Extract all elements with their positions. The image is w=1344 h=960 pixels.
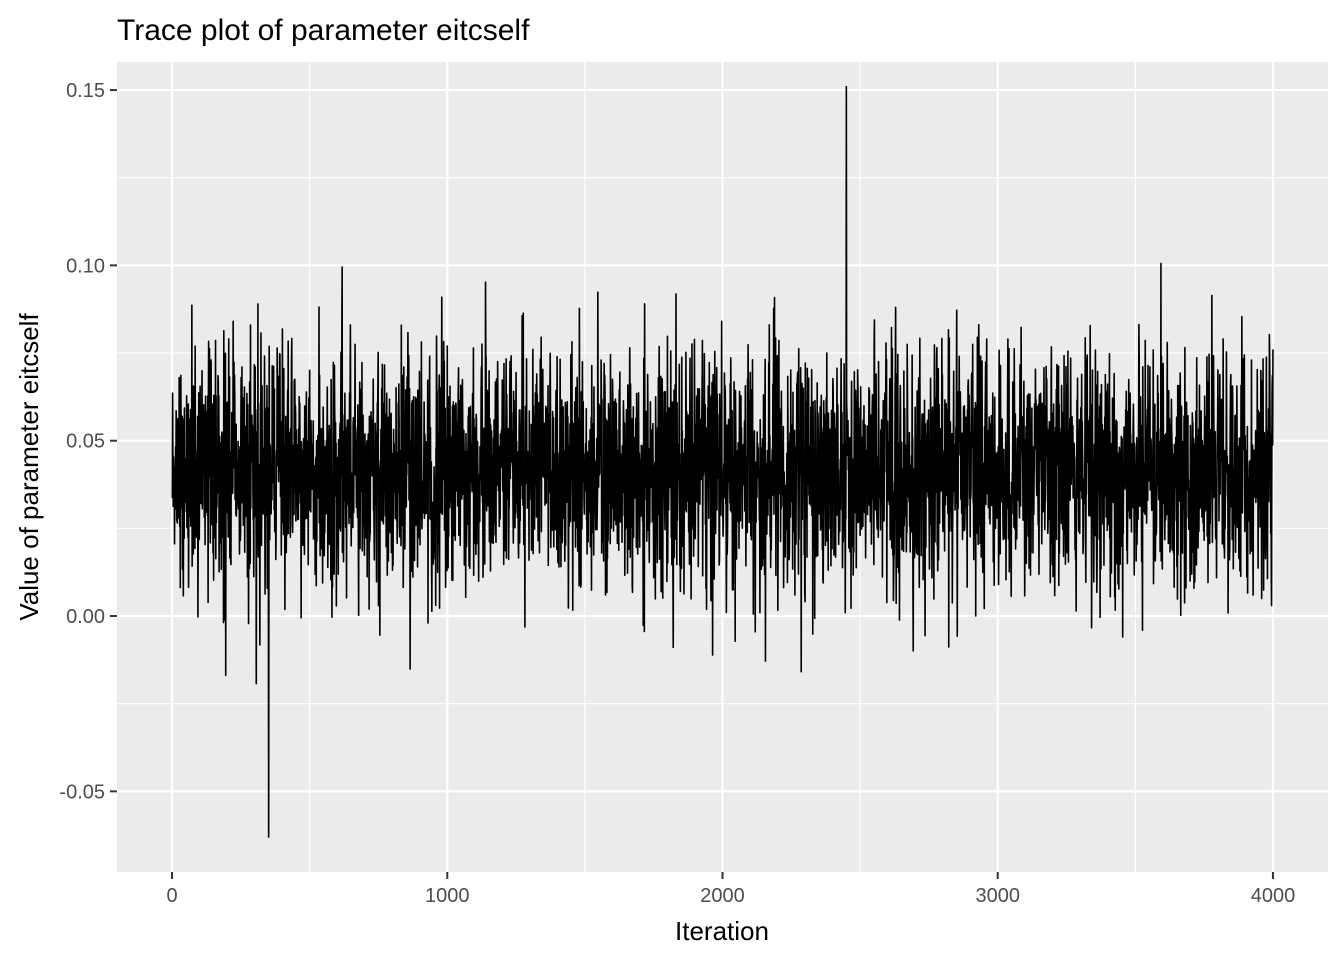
series-line bbox=[171, 85, 1274, 838]
x-tick-label: 4000 bbox=[1251, 885, 1296, 907]
y-axis-title: Value of parameter eitcself bbox=[14, 313, 44, 621]
y-tick-label: -0.05 bbox=[59, 781, 105, 803]
y-tick-label: 0.10 bbox=[66, 255, 105, 277]
y-tick-label: 0.00 bbox=[66, 606, 105, 628]
y-axis-ticks: -0.05 0.00 0.05 0.10 0.15 bbox=[59, 80, 117, 803]
trace-line bbox=[171, 85, 1274, 838]
x-axis-ticks: 0 1000 2000 3000 4000 bbox=[166, 872, 1295, 907]
y-tick-label: 0.05 bbox=[66, 431, 105, 453]
y-tick-label: 0.15 bbox=[66, 80, 105, 102]
x-tick-label: 3000 bbox=[975, 885, 1020, 907]
x-tick-label: 0 bbox=[166, 885, 177, 907]
x-tick-label: 2000 bbox=[700, 885, 745, 907]
chart-title: Trace plot of parameter eitcself bbox=[117, 14, 530, 47]
x-tick-label: 1000 bbox=[425, 885, 470, 907]
x-axis-title: Iteration bbox=[675, 916, 769, 946]
